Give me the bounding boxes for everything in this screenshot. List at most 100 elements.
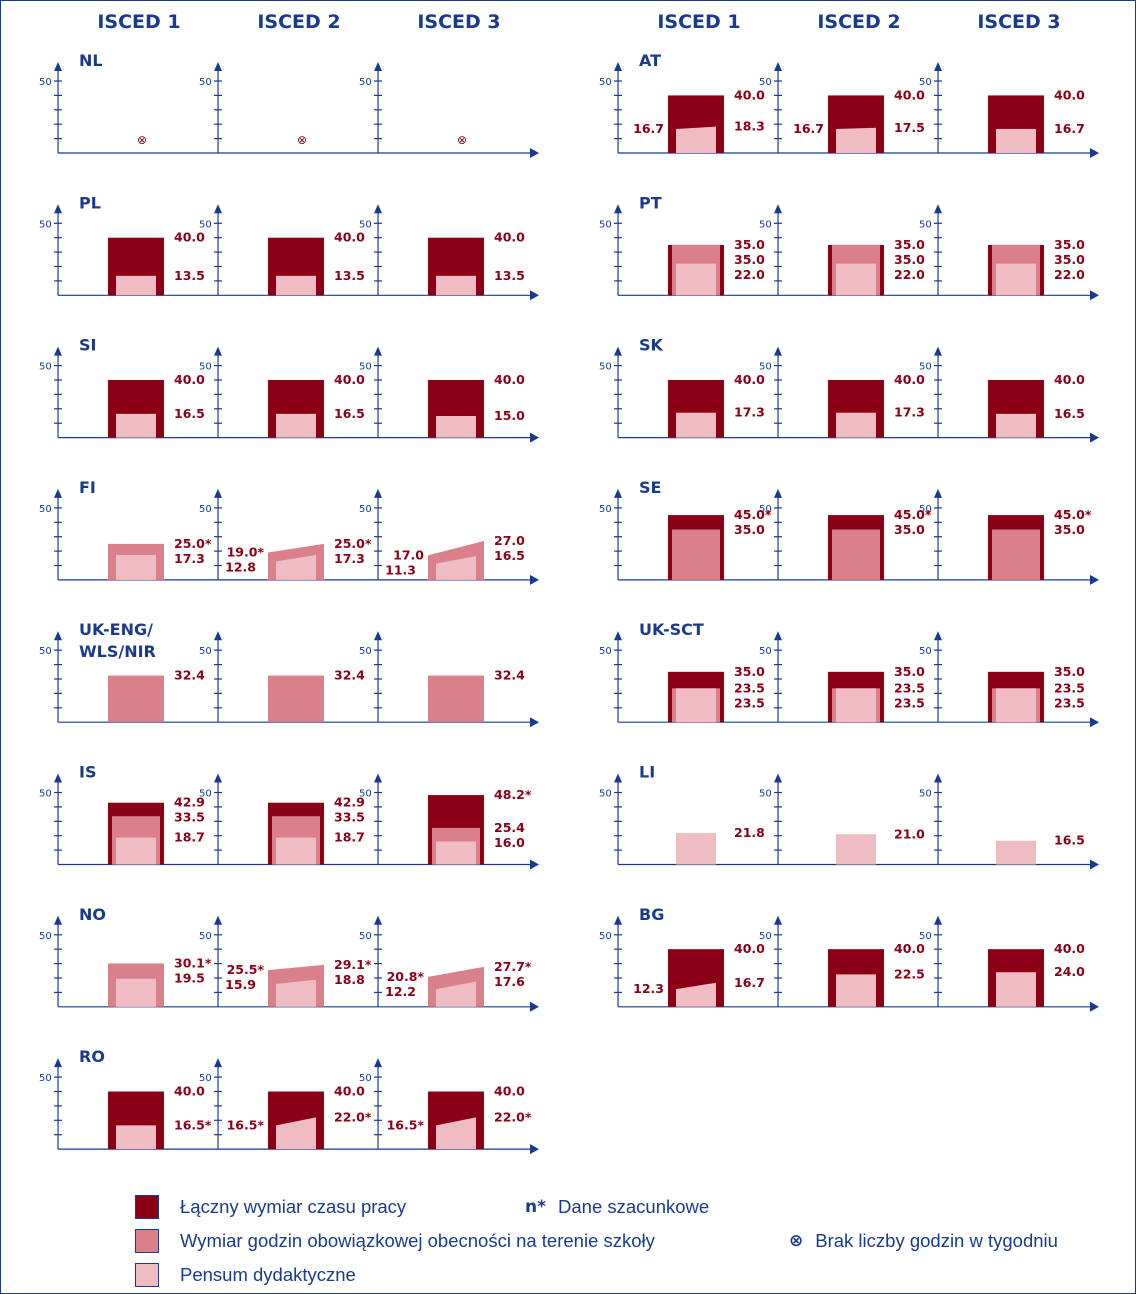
value-label: 22.0 [894,267,925,282]
value-label: 15.0 [494,408,525,423]
legend-item-estimate: n* Dane szacunkowe [525,1194,709,1220]
value-label: 16.0 [494,835,525,850]
y-axis-arrow [934,204,942,214]
y-max-label: 50 [759,77,772,88]
y-max-label: 50 [359,362,372,373]
no-data-mark: ⊗ [137,133,147,147]
y-max-label: 50 [199,646,212,657]
value-label: 17.3 [334,551,365,566]
y-axis-arrow [54,631,62,641]
value-label: 17.5 [894,120,925,135]
value-label: 17.3 [734,405,765,420]
legend-label-nodata: Brak liczby godzin w tygodniu [815,1230,1058,1251]
value-label-min: 15.9 [225,977,256,992]
column-header-right-3: ISCED 3 [977,11,1060,33]
no-data-mark: ⊗ [297,133,307,147]
country-label: FI [79,478,96,497]
y-axis-arrow [374,773,382,783]
value-label: 25.0* [334,536,372,551]
y-axis-arrow [374,915,382,925]
value-label: 16.5 [1054,406,1085,421]
x-axis-arrow [1090,859,1099,870]
value-label: 17.6 [494,974,525,989]
country-row-se: SE 50 50 50 [599,478,1099,585]
y-axis-arrow [214,631,222,641]
country-label: NL [79,51,103,70]
y-axis-arrow [934,631,942,641]
y-max-label: 50 [39,931,52,942]
y-max-label: 50 [199,504,212,515]
y-axis-arrow [774,631,782,641]
value-label: 16.7 [1054,121,1085,136]
bar-teaching-range [436,981,476,1007]
country-row-at: AT 50 50 50 [599,51,1099,158]
bar-presence [992,529,1040,580]
value-label: 35.0 [1054,664,1085,679]
bar-teaching [436,841,476,865]
country-label: BG [639,905,664,924]
bar-presence [832,529,880,580]
bar-teaching [836,834,876,865]
bar-presence [428,675,484,723]
value-label: 40.0 [734,87,765,102]
y-max-label: 50 [759,362,772,373]
bar-teaching [436,275,476,296]
bar-teaching-range [276,554,316,580]
y-max-label: 50 [39,1073,52,1084]
value-label: 33.5 [334,810,365,825]
y-max-label: 50 [359,504,372,515]
value-label: 40.0 [334,230,365,245]
value-label: 40.0 [174,372,205,387]
country-row-si: SI 50 50 50 [39,336,539,443]
y-max-label: 50 [759,646,772,657]
y-axis-arrow [774,204,782,214]
value-label: 16.5 [334,406,365,421]
bar-teaching [116,837,156,865]
x-axis-arrow [530,1144,539,1155]
value-label: 22.0 [734,267,765,282]
value-label: 22.0 [1054,267,1085,282]
y-max-label: 50 [919,219,932,230]
bar-teaching [116,275,156,296]
y-max-label: 50 [359,1073,372,1084]
y-axis-arrow [614,346,622,356]
bar-teaching [996,263,1036,296]
x-axis-arrow [530,1001,539,1012]
value-label: 13.5 [334,268,365,283]
y-axis-arrow [214,1058,222,1068]
country-row-no: NO 50 50 50 [39,905,539,1012]
value-label: 40.0 [1054,87,1085,102]
y-axis-arrow [774,915,782,925]
column-header-left-2: ISCED 2 [257,11,340,33]
y-max-label: 50 [359,646,372,657]
y-max-label: 50 [599,219,612,230]
bar-teaching [276,837,316,865]
value-label: 40.0 [894,87,925,102]
y-max-label: 50 [599,646,612,657]
bar-teaching [836,263,876,296]
value-label: 16.7 [734,975,765,990]
y-axis-arrow [934,62,942,71]
legend: Łączny wymiar czasu pracy Wymiar godzin … [135,1192,1135,1292]
value-label-min: 16.7 [793,121,824,136]
value-label: 35.0 [1054,237,1085,252]
value-label: 45.0* [894,507,932,522]
value-label: 23.5 [894,680,925,695]
value-label-min: 17.0 [393,547,424,562]
legend-swatch-teaching [135,1263,159,1287]
y-axis-arrow [934,915,942,925]
value-label: 35.0 [734,237,765,252]
bar-teaching [996,840,1036,865]
value-label: 21.8 [734,825,765,840]
country-label: SE [639,478,661,497]
bar-teaching [676,412,716,438]
bar-teaching [676,833,716,865]
value-label: 16.5 [494,548,525,563]
value-label: 40.0 [334,1084,365,1099]
y-axis-arrow [214,773,222,783]
y-axis-arrow [214,488,222,498]
bar-presence [672,529,720,580]
bar-teaching [996,128,1036,153]
y-axis-arrow [934,773,942,783]
value-label: 18.7 [174,830,205,845]
